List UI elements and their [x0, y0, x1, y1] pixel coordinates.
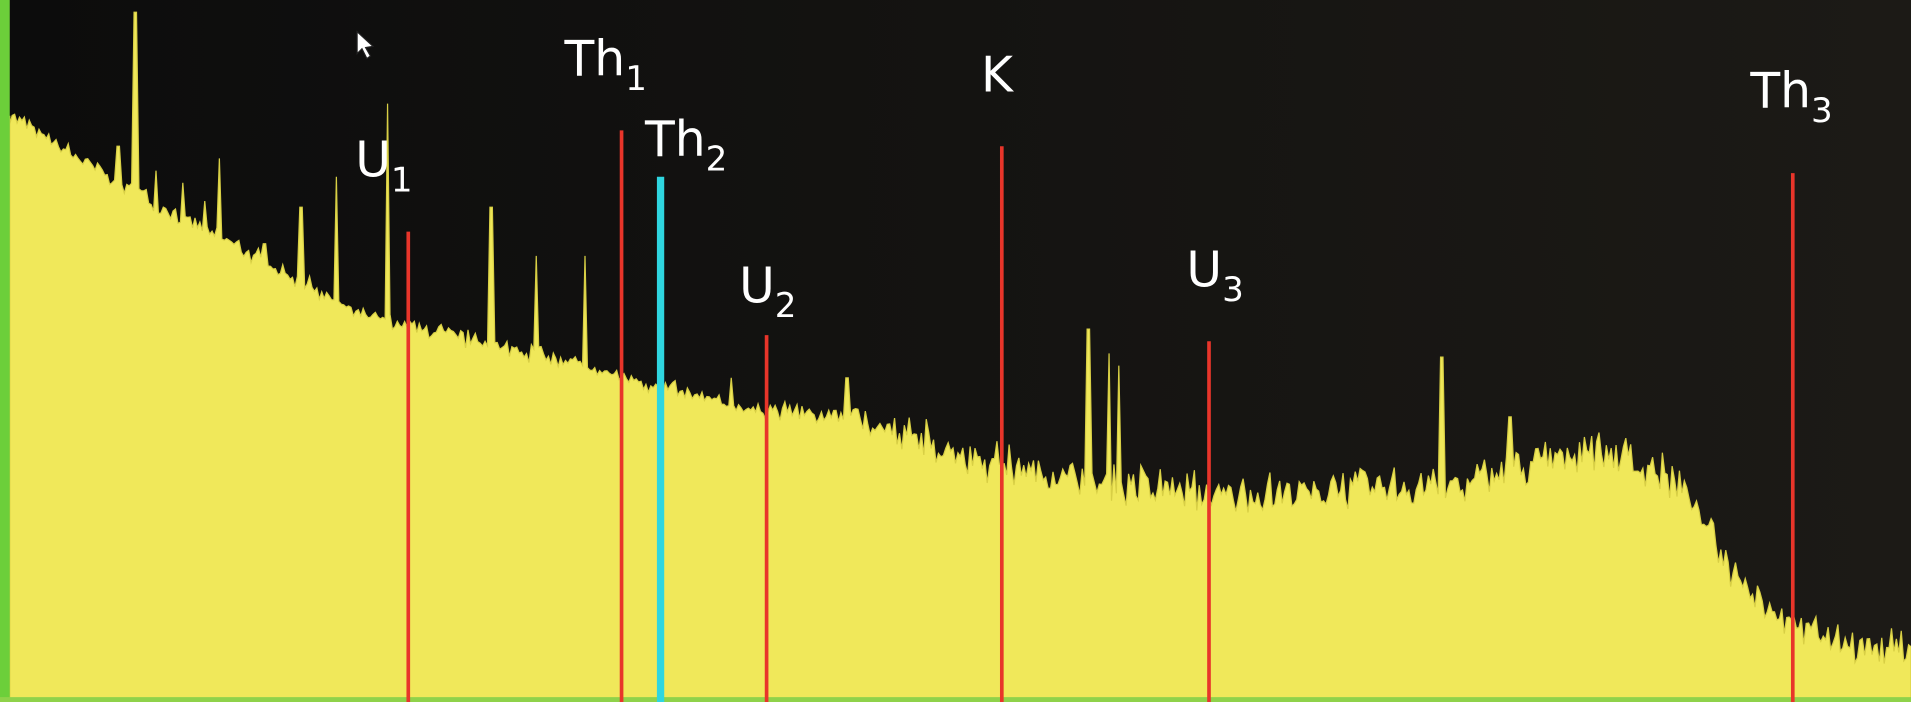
bottom-border	[0, 697, 1911, 702]
page: U1Th1Th2U2KU3Th3 (() => { const data = J…	[0, 0, 1911, 702]
marker-subscript: 1	[625, 59, 647, 99]
marker-subscript: 1	[391, 160, 413, 200]
marker-symbol: U	[1186, 242, 1222, 298]
marker-subscript: 3	[1222, 270, 1244, 310]
marker-symbol: U	[355, 133, 391, 189]
marker-symbol: Th	[644, 112, 706, 168]
marker-symbol: Th	[564, 32, 626, 88]
marker-symbol: K	[981, 47, 1014, 103]
marker-subscript: 3	[1811, 91, 1833, 131]
marker-subscript: 2	[706, 140, 728, 180]
marker-subscript: 2	[775, 286, 797, 326]
marker-symbol: U	[739, 258, 775, 314]
spectrum-screen: U1Th1Th2U2KU3Th3	[0, 0, 1911, 702]
marker-symbol: Th	[1749, 63, 1811, 119]
left-border	[0, 0, 10, 702]
marker-label: K	[981, 47, 1014, 103]
